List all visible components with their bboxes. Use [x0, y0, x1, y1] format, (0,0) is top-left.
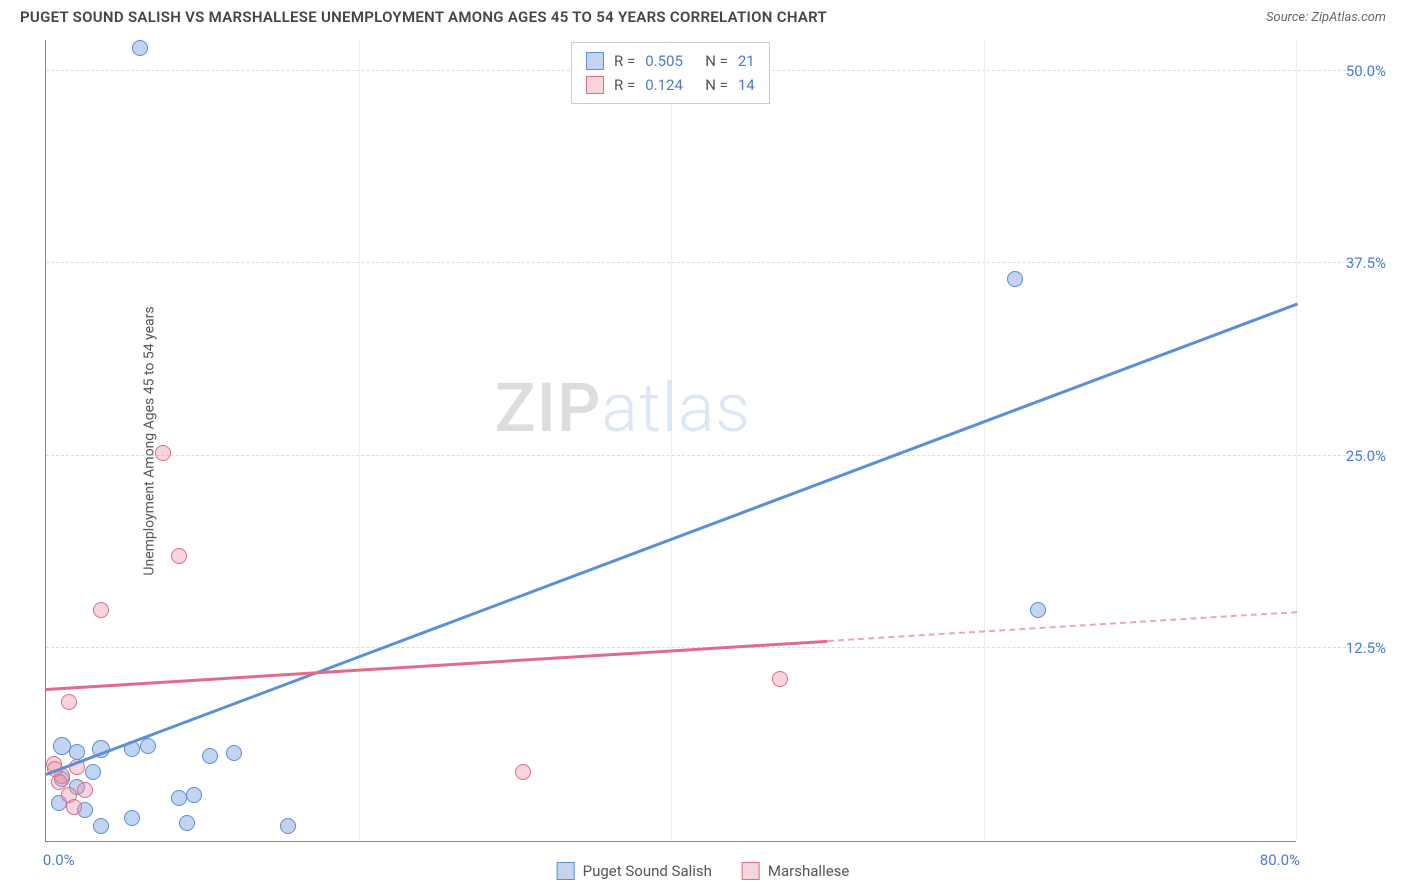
- data-point: [515, 764, 531, 780]
- data-point: [1030, 602, 1046, 618]
- grid-line-v: [359, 40, 360, 841]
- stats-legend-row: R = 0.124 N = 14: [586, 73, 755, 97]
- data-point: [53, 737, 71, 755]
- y-tick-label: 25.0%: [1306, 447, 1386, 465]
- data-point: [202, 748, 218, 764]
- data-point: [85, 764, 101, 780]
- stats-legend-row: R = 0.505 N = 21: [586, 49, 755, 73]
- data-point: [132, 40, 148, 56]
- n-label: N =: [705, 49, 728, 73]
- data-point: [226, 745, 242, 761]
- data-point: [155, 445, 171, 461]
- n-value: 14: [738, 73, 755, 97]
- grid-line-v: [1296, 40, 1297, 841]
- data-point: [93, 602, 109, 618]
- x-tick-label: 0.0%: [43, 851, 75, 869]
- data-point: [179, 815, 195, 831]
- data-point: [69, 744, 85, 760]
- trend-line-dashed: [828, 611, 1297, 642]
- data-point: [280, 818, 296, 834]
- r-label: R =: [614, 49, 635, 73]
- legend-swatch: [742, 862, 760, 880]
- data-point: [66, 799, 82, 815]
- chart-title: PUGET SOUND SALISH VS MARSHALLESE UNEMPL…: [20, 8, 827, 26]
- y-tick-label: 37.5%: [1306, 254, 1386, 272]
- data-point: [140, 738, 156, 754]
- x-tick-label: 80.0%: [1260, 851, 1300, 869]
- data-point: [171, 790, 187, 806]
- data-point: [124, 810, 140, 826]
- y-tick-label: 12.5%: [1306, 639, 1386, 657]
- legend-bottom: Puget Sound Salish Marshallese: [557, 862, 850, 880]
- data-point: [93, 818, 109, 834]
- data-point: [171, 548, 187, 564]
- legend-label: Marshallese: [768, 862, 849, 880]
- legend-label: Puget Sound Salish: [583, 862, 712, 880]
- stats-legend: R = 0.505 N = 21 R = 0.124 N = 14: [571, 42, 770, 104]
- grid-line-v: [671, 40, 672, 841]
- data-point: [1007, 271, 1023, 287]
- n-label: N =: [705, 73, 728, 97]
- data-point: [51, 774, 67, 790]
- grid-line-h: [46, 262, 1386, 263]
- chart-container: Unemployment Among Ages 45 to 54 years 1…: [45, 40, 1296, 842]
- plot-area: 12.5%25.0%37.5%50.0%0.0%80.0%ZIPatlasR =…: [45, 40, 1296, 842]
- data-point: [61, 694, 77, 710]
- grid-line-h: [46, 455, 1386, 456]
- legend-item: Marshallese: [742, 862, 849, 880]
- grid-line-v: [984, 40, 985, 841]
- n-value: 21: [738, 49, 755, 73]
- watermark: ZIPatlas: [495, 368, 751, 448]
- legend-swatch: [586, 52, 604, 70]
- data-point: [77, 782, 93, 798]
- r-label: R =: [614, 73, 635, 97]
- legend-swatch: [586, 76, 604, 94]
- legend-swatch: [557, 862, 575, 880]
- source-label: Source: ZipAtlas.com: [1266, 10, 1386, 25]
- legend-item: Puget Sound Salish: [557, 862, 712, 880]
- y-tick-label: 50.0%: [1306, 62, 1386, 80]
- r-value: 0.124: [645, 73, 695, 97]
- data-point: [772, 671, 788, 687]
- r-value: 0.505: [645, 49, 695, 73]
- data-point: [186, 787, 202, 803]
